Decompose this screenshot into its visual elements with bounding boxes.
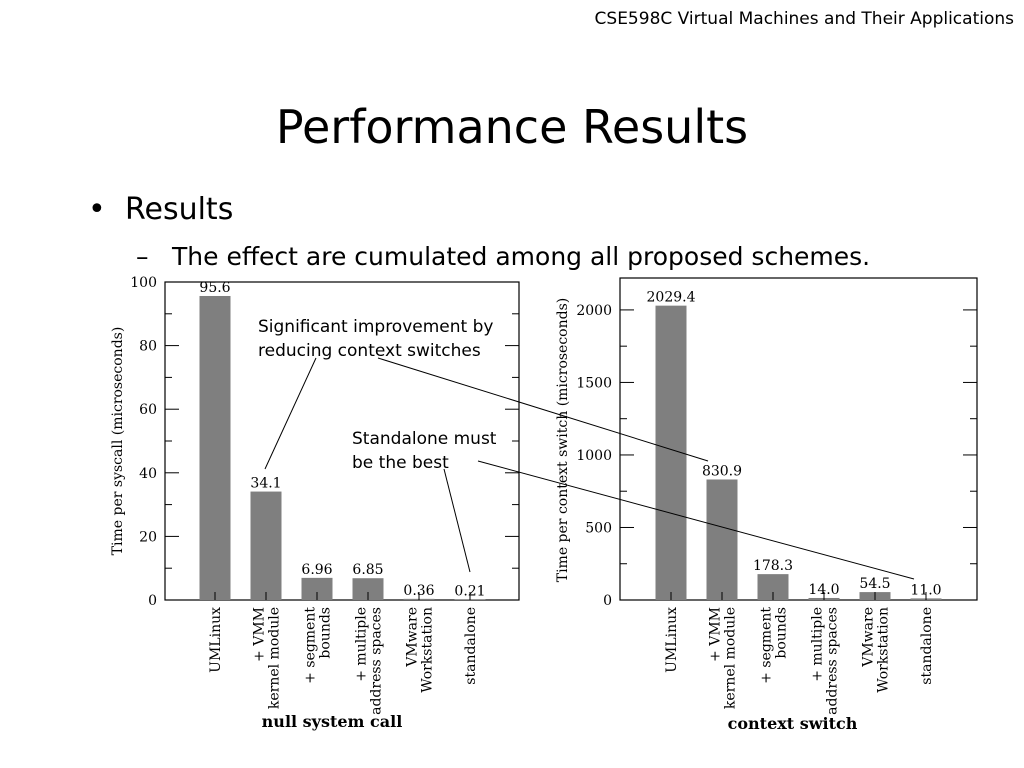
- syscall-bar-0: [199, 295, 231, 600]
- syscall-category-line: UMLinux: [208, 607, 224, 673]
- syscall-ytick-label: 0: [148, 593, 157, 609]
- context-value-label-4: 54.5: [859, 576, 890, 592]
- context-value-label-2: 178.3: [753, 558, 793, 574]
- syscall-ytick-label: 80: [139, 339, 157, 355]
- context-category-line: Workstation: [876, 607, 892, 693]
- syscall-category-label-4: VMwareWorkstation: [405, 607, 436, 693]
- context-category-line: kernel module: [723, 607, 739, 709]
- syscall-ytick-label: 100: [130, 275, 157, 291]
- annotation-improvement-line1: Significant improvement by: [258, 317, 493, 337]
- context-ylabel: Time per context switch (microseconds): [555, 298, 571, 583]
- context-value-label-3: 14.0: [808, 582, 839, 598]
- context-bar-1: [706, 479, 738, 600]
- context-category-line: VMware: [861, 607, 877, 668]
- syscall-category-line: + VMM: [252, 607, 268, 662]
- subbullet-label: The effect are cumulated among all propo…: [172, 242, 871, 271]
- context-category-line: + VMM: [708, 607, 724, 662]
- chart-context-switch: 0 500 1000 1500 2000 Time per context switch …: [555, 277, 978, 733]
- context-category-line: standalone: [919, 607, 935, 685]
- context-ytick-label: 1500: [576, 375, 612, 391]
- context-category-line: UMLinux: [664, 607, 680, 673]
- bullet-results: • Results: [88, 192, 233, 227]
- syscall-category-line: standalone: [463, 607, 479, 685]
- annotations: Significant improvement by reducing cont…: [258, 317, 915, 580]
- context-ytick-label: 0: [603, 593, 612, 609]
- annotation-line-to-context-bar: [377, 357, 709, 462]
- syscall-value-label-4: 0.36: [403, 583, 434, 599]
- annotation-line-to-standalone-syscall: [443, 468, 471, 573]
- syscall-category-line: kernel module: [267, 607, 283, 709]
- syscall-category-label-0: UMLinux: [208, 607, 224, 673]
- context-value-label-5: 11.0: [910, 582, 941, 598]
- syscall-ylabel: Time per syscall (microseconds): [110, 327, 126, 556]
- subbullet-effect: – The effect are cumulated among all prop…: [136, 242, 870, 271]
- annotation-improvement-line2: reducing context switches: [258, 341, 481, 361]
- context-xlabel: context switch: [728, 714, 858, 733]
- context-category-label-4: VMwareWorkstation: [861, 607, 892, 693]
- syscall-value-label-1: 34.1: [250, 476, 281, 492]
- bullet-dot: •: [88, 192, 106, 227]
- chart-null-system-call: 0 20 40 60 80 100 Time per syscall (microsecon…: [110, 275, 520, 731]
- subbullet-dash: –: [136, 242, 149, 271]
- syscall-ytick-label: 60: [139, 402, 157, 418]
- course-title: CSE598C Virtual Machines and Their Appli…: [594, 9, 1014, 29]
- context-category-line: bounds: [774, 607, 790, 659]
- syscall-bar-1: [250, 491, 282, 600]
- syscall-xlabel: null system call: [262, 712, 403, 731]
- context-ytick-label: 1000: [576, 448, 612, 464]
- syscall-category-label-1: + VMMkernel module: [252, 607, 283, 709]
- syscall-value-label-5: 0.21: [454, 583, 485, 599]
- syscall-ytick-label: 40: [139, 466, 157, 482]
- syscall-category-line: + multiple: [354, 607, 370, 682]
- context-category-label-5: standalone: [919, 607, 935, 685]
- context-category-line: address spaces: [825, 607, 841, 715]
- syscall-ytick-label: 20: [139, 529, 157, 545]
- context-category-line: + segment: [759, 607, 775, 684]
- syscall-value-label-2: 6.96: [301, 562, 332, 578]
- syscall-bar-2: [301, 577, 333, 600]
- syscall-category-line: Workstation: [420, 607, 436, 693]
- bullet-label: Results: [125, 192, 234, 227]
- syscall-category-line: VMware: [405, 607, 421, 668]
- context-ytick-label: 2000: [576, 303, 612, 319]
- annotation-line-to-syscall-bar: [264, 357, 317, 470]
- syscall-value-label-0: 95.6: [199, 280, 230, 296]
- context-value-label-0: 2029.4: [647, 290, 696, 306]
- annotation-line-to-standalone-context: [477, 460, 915, 580]
- context-category-label-0: UMLinux: [664, 607, 680, 673]
- syscall-category-line: address spaces: [369, 607, 385, 715]
- context-plot-frame: [619, 277, 978, 601]
- context-value-label-1: 830.9: [702, 463, 742, 479]
- context-category-label-3: + multipleaddress spaces: [810, 607, 841, 715]
- syscall-category-line: bounds: [318, 607, 334, 659]
- syscall-category-line: + segment: [303, 607, 319, 684]
- syscall-value-label-3: 6.85: [352, 562, 383, 578]
- context-category-line: + multiple: [810, 607, 826, 682]
- annotation-standalone-line2: be the best: [352, 453, 449, 473]
- syscall-category-label-2: + segmentbounds: [303, 607, 334, 684]
- context-category-label-2: + segmentbounds: [759, 607, 790, 684]
- syscall-category-label-5: standalone: [463, 607, 479, 685]
- syscall-bar-3: [352, 578, 384, 600]
- context-ytick-label: 500: [585, 520, 612, 536]
- annotation-standalone-line1: Standalone must: [352, 429, 497, 449]
- syscall-category-label-3: + multipleaddress spaces: [354, 607, 385, 715]
- context-category-label-1: + VMMkernel module: [708, 607, 739, 709]
- slide-title: Performance Results: [275, 100, 749, 154]
